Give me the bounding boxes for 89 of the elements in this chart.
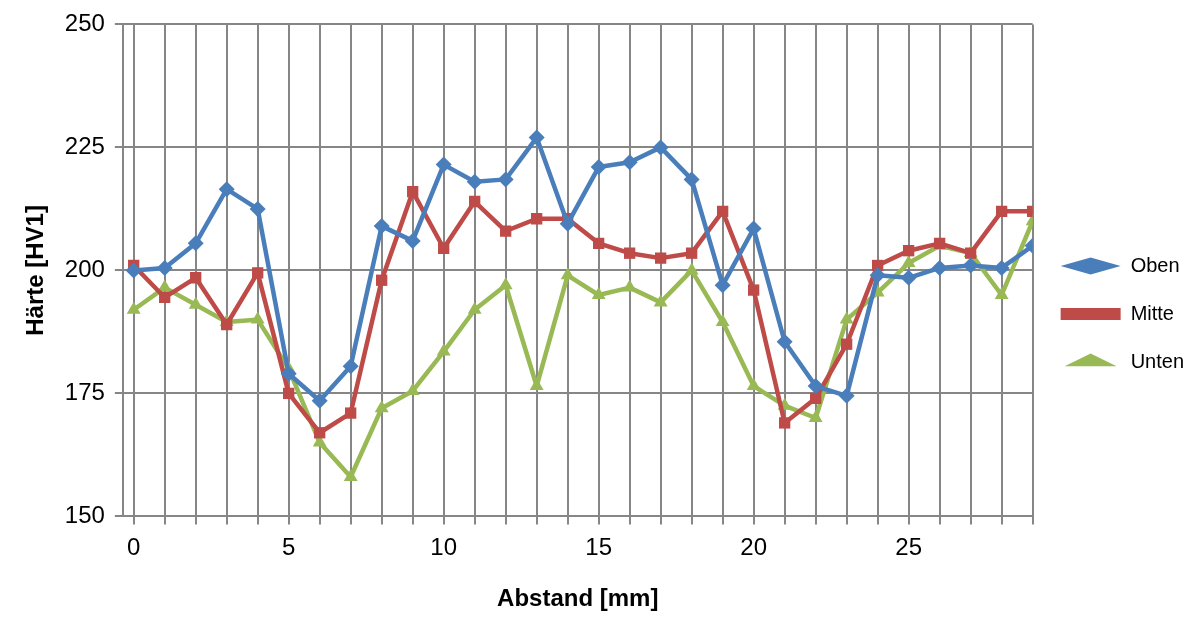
point: [838, 387, 855, 404]
point: [125, 262, 142, 279]
point: [283, 387, 295, 400]
point: [252, 267, 264, 279]
point: [342, 358, 359, 375]
point: [655, 252, 667, 264]
point: [159, 291, 171, 304]
point: [531, 213, 543, 225]
point: [683, 171, 700, 188]
point: [686, 247, 698, 259]
legend-label: Mitte: [1130, 301, 1174, 324]
point: [621, 154, 638, 171]
point: [249, 200, 266, 217]
point: [776, 333, 793, 350]
point: [498, 277, 513, 290]
legend-label: Oben: [1130, 253, 1180, 276]
point: [590, 159, 607, 176]
point: [156, 259, 173, 276]
point: [404, 232, 421, 249]
point: [900, 269, 917, 286]
point: [931, 259, 948, 276]
point: [250, 311, 265, 324]
point: [436, 343, 451, 356]
point: [559, 215, 576, 232]
point: [374, 400, 389, 413]
point: [438, 242, 450, 254]
point: [345, 407, 357, 419]
x-tick-label: 0: [127, 533, 141, 561]
x-axis-title: Abstand [mm]: [497, 584, 659, 612]
x-tick-label: 5: [282, 533, 296, 561]
point: [314, 427, 326, 439]
point: [467, 301, 482, 314]
point: [376, 274, 388, 286]
point: [808, 410, 823, 422]
y-tick-label: 250: [64, 9, 105, 37]
point: [343, 469, 358, 482]
point: [652, 139, 669, 156]
point: [809, 392, 822, 404]
point: [993, 259, 1010, 276]
legend-label: Unten: [1130, 349, 1185, 372]
point: [466, 173, 483, 190]
point: [839, 311, 854, 324]
x-tick-label: 10: [430, 533, 458, 561]
point: [560, 267, 575, 280]
point: [901, 255, 916, 268]
point: [902, 245, 915, 257]
point: [840, 338, 853, 350]
y-tick-label: 150: [64, 501, 105, 529]
point: [593, 237, 605, 249]
point: [684, 262, 699, 275]
point: [624, 247, 636, 259]
point: [778, 417, 791, 429]
point: [807, 378, 824, 395]
x-tick-label: 15: [585, 533, 613, 561]
point: [591, 287, 606, 299]
y-tick-label: 225: [64, 132, 105, 160]
point: [218, 181, 235, 198]
point: [528, 129, 545, 146]
point: [126, 301, 141, 314]
x-tick-label: 20: [740, 533, 767, 561]
y-tick-label: 200: [64, 255, 105, 283]
point: [745, 220, 762, 237]
point: [962, 257, 979, 274]
point: [311, 392, 328, 409]
point: [187, 235, 204, 252]
point: [747, 284, 760, 296]
point: [407, 186, 419, 198]
point: [500, 225, 512, 237]
point: [622, 279, 637, 292]
point: [869, 267, 886, 284]
point: [995, 205, 1008, 218]
point: [373, 218, 390, 235]
point: [717, 205, 729, 218]
x-tick-label: 25: [895, 533, 922, 561]
point: [714, 277, 731, 294]
point: [653, 294, 668, 307]
point: [715, 314, 730, 327]
point: [497, 171, 514, 188]
y-axis-title: Härte [HV1]: [21, 205, 49, 336]
point: [746, 378, 761, 391]
point: [280, 365, 297, 382]
point: [469, 195, 481, 208]
y-tick-label: 175: [64, 378, 105, 406]
point: [405, 382, 420, 395]
point: [435, 156, 452, 173]
point: [994, 287, 1009, 299]
point: [188, 296, 203, 309]
point: [190, 272, 202, 284]
point: [221, 318, 233, 331]
